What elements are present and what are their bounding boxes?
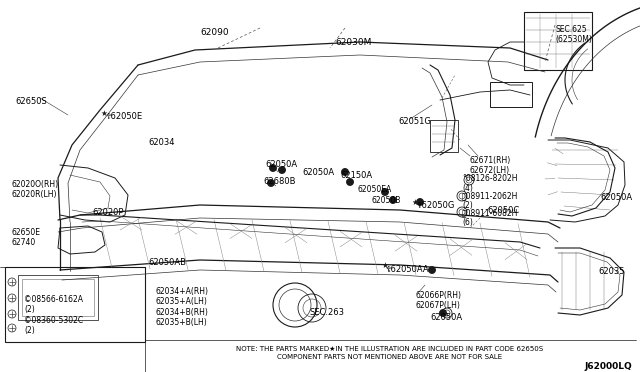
Text: 62050B: 62050B [372,196,401,205]
Text: 62650S: 62650S [15,97,47,106]
Text: ★: ★ [100,109,108,118]
Text: NOTE: THE PARTS MARKED★IN THE ILLUSTRATION ARE INCLUDED IN PART CODE 62650S: NOTE: THE PARTS MARKED★IN THE ILLUSTRATI… [236,346,543,352]
Text: ★: ★ [412,198,419,206]
Circle shape [342,169,349,176]
Text: SEC.625
(62530M): SEC.625 (62530M) [555,25,592,44]
Circle shape [268,180,275,186]
Text: SEC.263: SEC.263 [310,308,345,317]
Circle shape [417,199,424,205]
Text: ★: ★ [381,260,388,269]
Bar [524,12,592,70]
Text: 62050A: 62050A [430,313,462,322]
Circle shape [429,266,435,273]
Text: ©08566-6162A
(2): ©08566-6162A (2) [24,295,83,314]
Text: 62050AB: 62050AB [148,258,186,267]
Text: 62050A: 62050A [265,160,297,169]
Text: J62000LQ: J62000LQ [584,362,632,371]
Text: 62671(RH)
62672(LH): 62671(RH) 62672(LH) [470,156,511,176]
Text: 62050C: 62050C [487,206,519,215]
Text: 62034+A(RH)
62035+A(LH): 62034+A(RH) 62035+A(LH) [155,287,208,307]
Text: 62034+B(RH)
62035+B(LH): 62034+B(RH) 62035+B(LH) [155,308,208,327]
Text: 62030M: 62030M [335,38,371,47]
Text: 62066P(RH)
62067P(LH): 62066P(RH) 62067P(LH) [415,291,461,310]
Bar [18,275,98,320]
Text: 62050EA: 62050EA [358,185,392,194]
Bar [490,82,532,107]
Text: ☦62050AA: ☦62050AA [385,265,429,274]
Circle shape [440,310,447,317]
Text: Ⓜ08911-6082H
(6): Ⓜ08911-6082H (6) [462,208,518,227]
Text: 62680B: 62680B [263,177,296,186]
Text: 62650E
62740: 62650E 62740 [12,228,41,247]
Text: 62034: 62034 [148,138,175,147]
Text: Ⓜ08911-2062H
(2): Ⓜ08911-2062H (2) [462,191,518,211]
Text: ☦62050G: ☦62050G [416,201,454,210]
Bar [22,279,94,316]
Bar [5,267,145,342]
Circle shape [269,164,276,171]
Bar [430,120,458,152]
Text: °08126-8202H
(4): °08126-8202H (4) [462,174,518,193]
Circle shape [346,179,353,186]
Circle shape [390,196,397,203]
Text: COMPONENT PARTS NOT MENTIONED ABOVE ARE NOT FOR SALE: COMPONENT PARTS NOT MENTIONED ABOVE ARE … [277,354,502,360]
Circle shape [381,189,388,196]
Text: 62035: 62035 [598,267,625,276]
Text: ☦62050E: ☦62050E [105,112,142,121]
Text: 62020O(RH)
62020R(LH): 62020O(RH) 62020R(LH) [12,180,59,199]
Text: 62050A: 62050A [302,168,334,177]
Circle shape [278,167,285,173]
Text: 62150A: 62150A [340,171,372,180]
Text: 62020P: 62020P [92,208,124,217]
Text: ©08360-5302C
(2): ©08360-5302C (2) [24,316,83,336]
Text: 62051G: 62051G [398,117,431,126]
Text: 62090: 62090 [200,28,228,37]
Text: 62050A: 62050A [600,193,632,202]
